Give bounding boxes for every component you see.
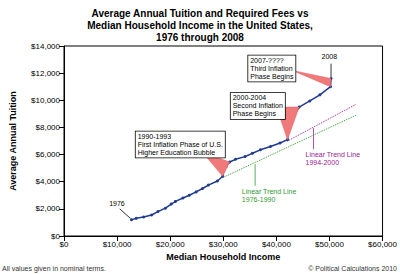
svg-text:1994-2000: 1994-2000	[306, 159, 340, 166]
svg-text:$6,000: $6,000	[36, 150, 61, 159]
svg-text:$30,000: $30,000	[209, 240, 238, 249]
svg-text:1976-1990: 1976-1990	[242, 196, 276, 203]
svg-text:Higher Education Bubble: Higher Education Bubble	[138, 149, 216, 157]
svg-text:Linear Trend Line: Linear Trend Line	[242, 188, 297, 195]
svg-text:$40,000: $40,000	[262, 240, 291, 249]
svg-text:Phase Begins: Phase Begins	[233, 110, 277, 118]
svg-text:$20,000: $20,000	[156, 240, 185, 249]
svg-text:$12,000: $12,000	[31, 69, 60, 78]
svg-text:Average Annual Tuition and Req: Average Annual Tuition and Required Fees…	[92, 8, 309, 19]
svg-text:$2,000: $2,000	[36, 204, 61, 213]
svg-text:1990-1993: 1990-1993	[138, 133, 172, 140]
svg-text:Second Inflation: Second Inflation	[233, 102, 283, 109]
svg-text:$50,000: $50,000	[315, 240, 344, 249]
svg-text:$0: $0	[51, 231, 60, 241]
svg-text:$60,000: $60,000	[368, 240, 397, 249]
svg-text:Median Household Income in the: Median Household Income in the United St…	[87, 20, 313, 31]
svg-text:$14,000: $14,000	[31, 42, 60, 51]
svg-text:Linear Trend Line: Linear Trend Line	[306, 151, 361, 158]
svg-text:$10,000: $10,000	[103, 240, 132, 249]
svg-text:Median Household Income: Median Household Income	[166, 252, 280, 262]
svg-text:$4,000: $4,000	[36, 177, 61, 186]
svg-text:1976: 1976	[109, 200, 125, 207]
svg-text:2007-????: 2007-????	[250, 57, 284, 64]
svg-text:Phase Begins: Phase Begins	[250, 73, 294, 81]
svg-text:© Political Calculations 2010: © Political Calculations 2010	[308, 265, 397, 272]
svg-text:2000-2004: 2000-2004	[233, 94, 267, 101]
svg-text:2008: 2008	[321, 53, 337, 60]
svg-text:Third Inflation: Third Inflation	[250, 65, 293, 72]
svg-text:First Inflation Phase of U.S.: First Inflation Phase of U.S.	[138, 141, 223, 148]
svg-text:$0: $0	[60, 240, 69, 249]
svg-text:All values given in nominal te: All values given in nominal terms.	[2, 265, 106, 273]
svg-text:Average Annual Tuition: Average Annual Tuition	[8, 91, 18, 191]
svg-text:1976 through 2008: 1976 through 2008	[156, 32, 244, 43]
svg-text:$8,000: $8,000	[36, 123, 61, 132]
svg-text:$10,000: $10,000	[31, 96, 60, 105]
